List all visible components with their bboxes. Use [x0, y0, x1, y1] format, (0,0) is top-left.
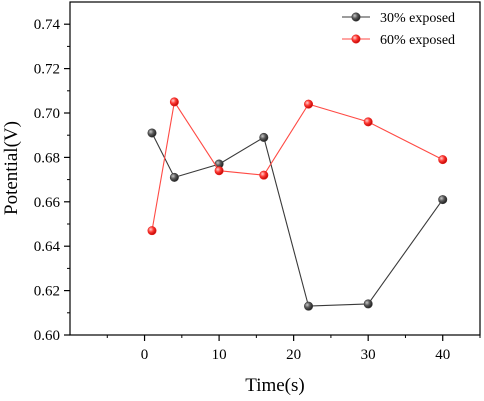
legend-marker: [351, 34, 361, 44]
series-line: [151, 132, 444, 307]
legend-item-2: 60% exposed: [342, 33, 455, 48]
data-point: [214, 166, 224, 176]
x-tick-label: 30: [361, 347, 376, 363]
legend-label: 60% exposed: [380, 33, 455, 48]
data-point: [147, 226, 157, 236]
data-point: [169, 97, 179, 107]
data-point: [438, 155, 448, 165]
data-point: [169, 172, 179, 182]
x-tick-label: 20: [286, 347, 301, 363]
data-point: [259, 170, 269, 180]
series-layer: [147, 97, 448, 311]
y-tick-label: 0.60: [34, 328, 60, 344]
series-1: [147, 128, 448, 311]
y-tick-label: 0.62: [34, 284, 60, 300]
data-point: [363, 299, 373, 309]
data-point: [438, 195, 448, 205]
legend-item-1: 30% exposed: [342, 11, 455, 26]
y-tick-label: 0.64: [34, 239, 61, 255]
y-tick-label: 0.70: [34, 106, 60, 122]
y-axis-title: Potential(V): [1, 121, 22, 215]
series-line: [151, 100, 443, 231]
data-point: [259, 132, 269, 142]
plot-area-frame: [69, 1, 481, 336]
x-axis: 0 10 20 30 40: [106, 335, 481, 363]
data-point: [304, 301, 314, 311]
legend: 30% exposed 60% exposed: [342, 11, 455, 48]
data-point: [147, 128, 157, 138]
legend-marker: [351, 12, 361, 22]
x-tick-label: 40: [435, 347, 450, 363]
x-axis-title: Time(s): [245, 375, 304, 396]
y-tick-label: 0.66: [34, 195, 61, 211]
data-point: [304, 99, 314, 109]
y-tick-label: 0.68: [34, 150, 60, 166]
y-tick-label: 0.74: [34, 17, 61, 33]
plot-frame: [69, 1, 481, 336]
legend-label: 30% exposed: [380, 11, 455, 26]
y-axis: 0.60 0.62 0.64 0.66 0.68 0.70 0.72 0.74: [34, 17, 70, 344]
data-point: [363, 117, 373, 127]
x-tick-label: 10: [212, 347, 227, 363]
y-tick-label: 0.72: [34, 62, 60, 78]
x-tick-label: 0: [141, 347, 149, 363]
series-2: [147, 97, 448, 236]
